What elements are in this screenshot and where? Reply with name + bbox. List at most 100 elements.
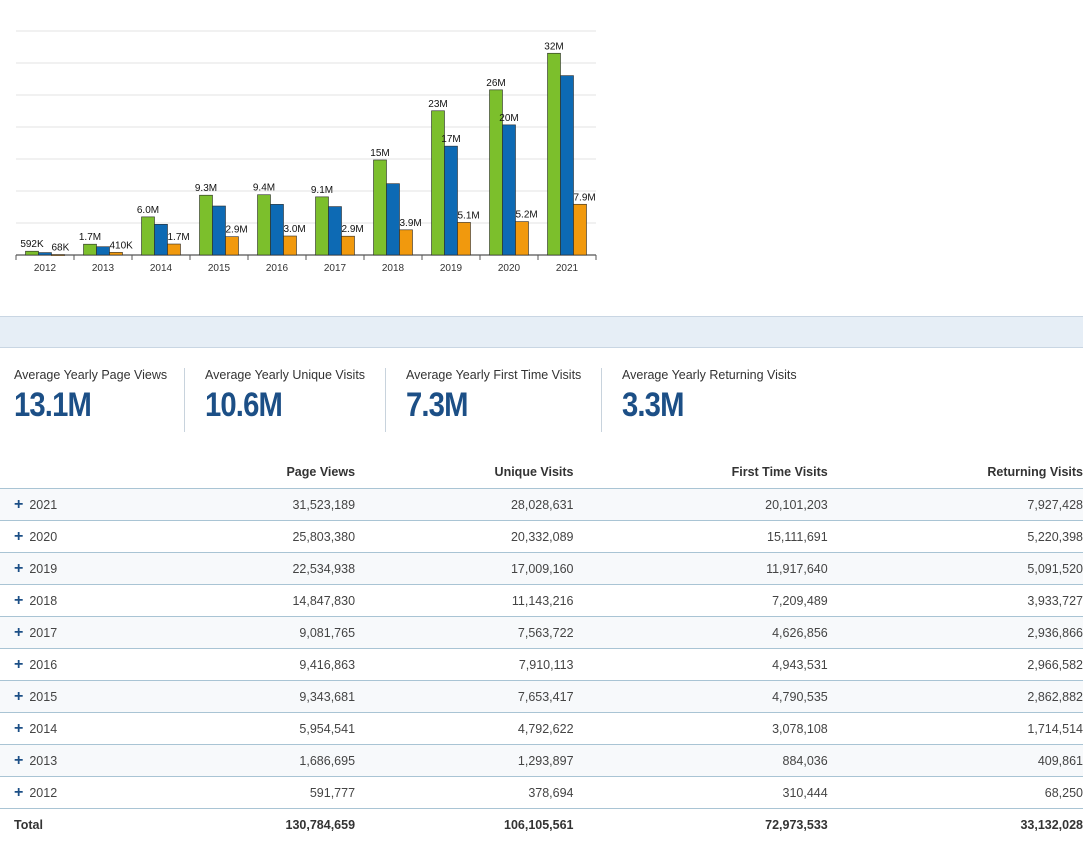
cell-returning-visits: 2,862,882 bbox=[827, 680, 1083, 713]
x-tick-label: 2016 bbox=[266, 263, 289, 274]
data-label: 2.9M bbox=[342, 224, 364, 235]
total-returning-visits: 33,132,028 bbox=[827, 808, 1083, 840]
bar bbox=[257, 194, 271, 256]
header-page-views[interactable]: Page Views bbox=[210, 456, 356, 489]
expand-icon[interactable]: + bbox=[14, 559, 24, 577]
total-first-time-visits: 72,973,533 bbox=[573, 808, 828, 840]
x-tick-label: 2021 bbox=[556, 263, 579, 274]
cell-unique-visits: 20,332,089 bbox=[355, 520, 574, 553]
data-label: 5.1M bbox=[458, 210, 480, 221]
row-year-label: 2012 bbox=[29, 785, 58, 800]
table-body: +2021 31,523,189 28,028,631 20,101,203 7,927… bbox=[0, 488, 1083, 840]
stat-value: 13.1M bbox=[14, 386, 92, 424]
expand-icon[interactable]: + bbox=[14, 687, 24, 705]
table-row[interactable]: +2012 591,777 378,694 310,444 68,250 bbox=[0, 776, 1083, 809]
row-year-cell[interactable]: +2019 bbox=[0, 552, 211, 585]
bar bbox=[444, 145, 458, 256]
cell-returning-visits: 2,936,866 bbox=[827, 616, 1083, 649]
data-label: 410K bbox=[110, 240, 134, 251]
bar bbox=[399, 229, 413, 256]
bar bbox=[573, 203, 587, 256]
expand-icon[interactable]: + bbox=[14, 751, 24, 769]
expand-icon[interactable]: + bbox=[14, 591, 24, 609]
table-row[interactable]: +2020 25,803,380 20,332,089 15,111,691 5,220… bbox=[0, 520, 1083, 553]
table-row[interactable]: +2019 22,534,938 17,009,160 11,917,640 5,091… bbox=[0, 552, 1083, 585]
data-label: 3.0M bbox=[284, 224, 306, 235]
summary-stats: Average Yearly Page Views 13.1M Average … bbox=[0, 368, 1083, 434]
cell-first-time-visits: 4,626,856 bbox=[573, 616, 828, 649]
row-year-label: 2019 bbox=[29, 561, 58, 576]
row-year-cell[interactable]: +2018 bbox=[0, 584, 211, 617]
cell-page-views: 9,416,863 bbox=[210, 648, 356, 681]
bar bbox=[270, 204, 284, 256]
cell-returning-visits: 68,250 bbox=[827, 776, 1083, 809]
header-first-time-visits[interactable]: First Time Visits bbox=[573, 456, 828, 489]
cell-unique-visits: 4,792,622 bbox=[355, 712, 574, 745]
cell-returning-visits: 2,966,582 bbox=[827, 648, 1083, 681]
row-year-cell[interactable]: +2012 bbox=[0, 776, 211, 809]
row-year-label: 2016 bbox=[29, 657, 58, 672]
cell-unique-visits: 7,910,113 bbox=[355, 648, 574, 681]
expand-icon[interactable]: + bbox=[14, 719, 24, 737]
row-year-label: 2018 bbox=[29, 593, 58, 608]
stat-value: 3.3M bbox=[622, 386, 684, 424]
table-row[interactable]: +2015 9,343,681 7,653,417 4,790,535 2,862,88… bbox=[0, 680, 1083, 713]
data-label: 9.4M bbox=[253, 183, 275, 194]
header-returning-visits[interactable]: Returning Visits bbox=[827, 456, 1083, 489]
bar bbox=[141, 216, 155, 256]
row-year-cell[interactable]: +2016 bbox=[0, 648, 211, 681]
expand-icon[interactable]: + bbox=[14, 655, 24, 673]
cell-page-views: 22,534,938 bbox=[210, 552, 356, 585]
stat-first-time-visits: Average Yearly First Time Visits 7.3M bbox=[406, 368, 581, 434]
cell-returning-visits: 5,220,398 bbox=[827, 520, 1083, 553]
cell-first-time-visits: 11,917,640 bbox=[573, 552, 828, 585]
cell-unique-visits: 28,028,631 bbox=[355, 488, 574, 521]
bar bbox=[51, 254, 65, 256]
table-row[interactable]: +2016 9,416,863 7,910,113 4,943,531 2,966,58… bbox=[0, 648, 1083, 681]
data-label: 9.3M bbox=[195, 183, 217, 194]
x-tick-label: 2013 bbox=[92, 263, 115, 274]
table-row[interactable]: +2021 31,523,189 28,028,631 20,101,203 7,927… bbox=[0, 488, 1083, 521]
cell-returning-visits: 3,933,727 bbox=[827, 584, 1083, 617]
row-year-cell[interactable]: +2017 bbox=[0, 616, 211, 649]
expand-icon[interactable]: + bbox=[14, 783, 24, 801]
cell-first-time-visits: 15,111,691 bbox=[573, 520, 828, 553]
stat-value: 10.6M bbox=[205, 386, 283, 424]
cell-unique-visits: 1,293,897 bbox=[355, 744, 574, 777]
expand-icon[interactable]: + bbox=[14, 495, 24, 513]
cell-page-views: 31,523,189 bbox=[210, 488, 356, 521]
bar bbox=[96, 246, 110, 256]
row-year-cell[interactable]: +2013 bbox=[0, 744, 211, 777]
bar bbox=[25, 250, 39, 256]
bar bbox=[315, 196, 329, 256]
header-unique-visits[interactable]: Unique Visits bbox=[355, 456, 574, 489]
bar bbox=[212, 205, 226, 256]
bar bbox=[83, 243, 97, 256]
bar bbox=[328, 206, 342, 256]
row-year-cell[interactable]: +2014 bbox=[0, 712, 211, 745]
row-year-cell[interactable]: +2021 bbox=[0, 488, 211, 521]
data-label: 1.7M bbox=[168, 232, 190, 243]
total-page-views: 130,784,659 bbox=[210, 808, 356, 840]
cell-unique-visits: 378,694 bbox=[355, 776, 574, 809]
cell-page-views: 1,686,695 bbox=[210, 744, 356, 777]
row-year-cell[interactable]: +2020 bbox=[0, 520, 211, 553]
row-year-cell[interactable]: +2015 bbox=[0, 680, 211, 713]
bar bbox=[199, 194, 213, 256]
bar bbox=[457, 222, 471, 256]
row-year-label: 2021 bbox=[29, 497, 58, 512]
x-tick-label: 2020 bbox=[498, 263, 521, 274]
table-row[interactable]: +2018 14,847,830 11,143,216 7,209,489 3,933,… bbox=[0, 584, 1083, 617]
cell-returning-visits: 7,927,428 bbox=[827, 488, 1083, 521]
expand-icon[interactable]: + bbox=[14, 527, 24, 545]
stat-label: Average Yearly Returning Visits bbox=[622, 368, 797, 382]
table-row[interactable]: +2014 5,954,541 4,792,622 3,078,108 1,714,51… bbox=[0, 712, 1083, 745]
data-label: 7.9M bbox=[574, 192, 596, 203]
expand-icon[interactable]: + bbox=[14, 623, 24, 641]
table-row[interactable]: +2013 1,686,695 1,293,897 884,036 409,861 bbox=[0, 744, 1083, 777]
table-row[interactable]: +2017 9,081,765 7,563,722 4,626,856 2,936,86… bbox=[0, 616, 1083, 649]
cell-unique-visits: 11,143,216 bbox=[355, 584, 574, 617]
stat-divider bbox=[385, 368, 386, 432]
data-label: 20M bbox=[499, 113, 518, 124]
table-header-row: Page Views Unique Visits First Time Visi… bbox=[0, 456, 1083, 489]
